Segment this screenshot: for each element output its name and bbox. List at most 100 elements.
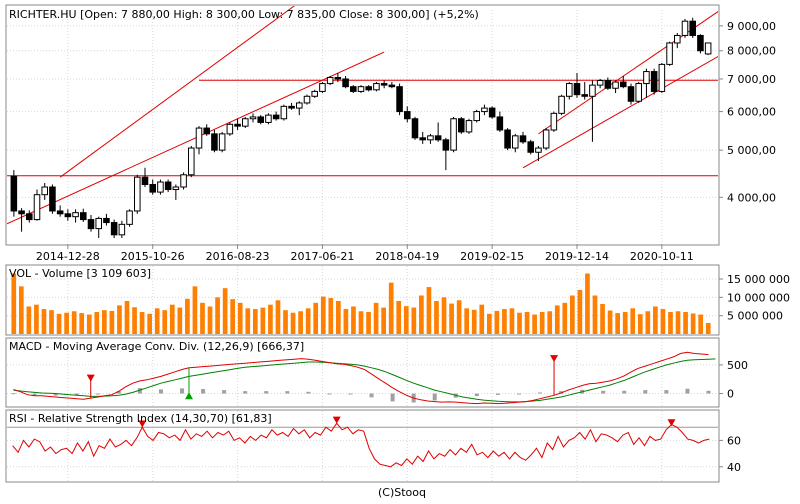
candle-body xyxy=(373,83,380,91)
macd-histogram-bar xyxy=(306,391,311,394)
candle-body xyxy=(488,107,496,118)
candle-body xyxy=(496,116,504,131)
volume-bar xyxy=(517,312,522,334)
candle-body xyxy=(704,42,712,55)
candle-body xyxy=(249,116,257,120)
macd-histogram-bar xyxy=(559,391,564,394)
volume-bar xyxy=(668,312,673,334)
rsi-panel xyxy=(5,409,720,483)
candle-body xyxy=(411,118,419,139)
candle-body xyxy=(64,213,72,218)
macd-macd-line xyxy=(13,351,709,405)
volume-bar xyxy=(109,310,115,334)
candle-body xyxy=(542,129,550,149)
volume-bar xyxy=(441,297,447,334)
candle-body xyxy=(134,176,141,212)
candle-body xyxy=(396,86,403,113)
copyright-text: (C)Stooq xyxy=(378,486,426,499)
macd-histogram-bar xyxy=(516,393,521,395)
volume-bar xyxy=(215,297,220,334)
volume-bar xyxy=(56,313,62,334)
price-tick-label: 9 000,00 xyxy=(727,20,776,33)
sell-signal-marker xyxy=(550,355,559,363)
candle-body xyxy=(95,217,102,230)
rsi-tick-label: 60 xyxy=(727,434,741,447)
rsi-tick-label: 40 xyxy=(727,461,741,474)
volume-bar xyxy=(94,312,100,334)
volume-bar xyxy=(343,309,349,334)
candle-body xyxy=(458,118,465,133)
volume-bar xyxy=(494,310,500,334)
candle-body xyxy=(49,186,56,212)
volume-bar xyxy=(358,311,364,334)
volume-bar xyxy=(185,298,190,334)
candle-body xyxy=(674,34,681,44)
candle-body xyxy=(350,86,357,92)
candle-body xyxy=(288,105,295,109)
macd-histogram-bar xyxy=(222,390,227,394)
candle-body xyxy=(172,186,180,191)
candle-body xyxy=(419,137,426,141)
volume-bar xyxy=(154,308,160,334)
candle-body xyxy=(203,127,210,135)
candle-body xyxy=(188,147,195,176)
volume-bar xyxy=(132,307,137,334)
candle-body xyxy=(118,223,126,236)
volume-bar xyxy=(305,308,311,334)
macd-histogram-bar xyxy=(201,389,206,394)
candle-body xyxy=(550,112,558,131)
candle-body xyxy=(72,212,79,218)
volume-bar xyxy=(237,302,243,334)
candle-body xyxy=(280,105,288,120)
candle-body xyxy=(80,212,87,221)
macd-tick-label: 0 xyxy=(727,388,734,401)
candle-body xyxy=(326,76,334,85)
volume-bar xyxy=(532,314,537,334)
volume-bar xyxy=(381,307,386,334)
macd-histogram-bar xyxy=(327,393,332,395)
price-tick-label: 8 000,00 xyxy=(727,45,776,58)
volume-bar xyxy=(630,308,636,334)
candle-body xyxy=(581,94,588,97)
candle-body xyxy=(149,184,156,193)
volume-bar xyxy=(434,301,439,334)
macd-histogram-bar xyxy=(32,393,37,396)
macd-histogram-bar xyxy=(285,391,290,394)
volume-bar xyxy=(139,312,145,334)
volume-bar xyxy=(547,311,553,334)
candle-body xyxy=(365,86,372,91)
macd-histogram-bar xyxy=(538,392,543,394)
macd-histogram-bar xyxy=(264,391,269,394)
volume-bar xyxy=(645,311,651,334)
volume-bar xyxy=(539,312,545,334)
candle-body xyxy=(504,129,511,149)
volume-bar xyxy=(471,309,477,334)
macd-histogram-bar xyxy=(369,393,374,398)
candle-body xyxy=(33,194,41,221)
macd-histogram-bar xyxy=(137,388,142,394)
candle-body xyxy=(319,83,326,92)
candle-body xyxy=(650,71,658,92)
volume-bar xyxy=(464,308,470,334)
volume-bar xyxy=(570,295,575,334)
volume-bar xyxy=(577,290,583,334)
candle-body xyxy=(573,83,581,96)
macd-tick-label: 500 xyxy=(727,359,748,372)
volume-bar xyxy=(283,310,288,334)
candle-body xyxy=(380,83,388,86)
volume-bar xyxy=(177,307,183,334)
volume-bar xyxy=(34,304,39,334)
macd-histogram-bar xyxy=(11,393,16,395)
volume-bar xyxy=(637,314,643,334)
candle-body xyxy=(589,84,596,97)
candle-body xyxy=(535,147,542,153)
rsi-sell-signal-marker xyxy=(667,419,676,427)
volume-bar xyxy=(26,306,32,334)
volume-bar xyxy=(479,304,485,334)
candle-body xyxy=(689,20,696,36)
macd-histogram-bar xyxy=(348,393,353,395)
date-tick-label: 2020-10-11 xyxy=(630,250,694,263)
macd-histogram-bar xyxy=(474,393,479,397)
volume-bar xyxy=(64,312,69,334)
